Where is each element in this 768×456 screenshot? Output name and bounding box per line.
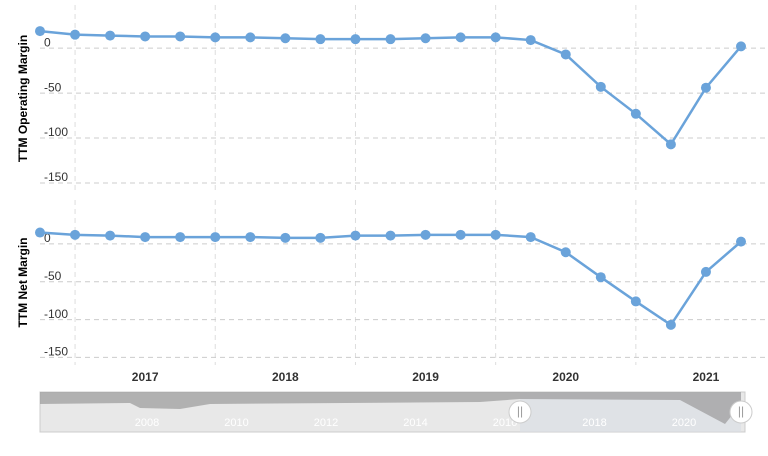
y-tick-label: 0 bbox=[44, 35, 51, 49]
data-point bbox=[315, 34, 326, 45]
x-tick-label: 2017 bbox=[132, 370, 159, 384]
handle-grip: || bbox=[738, 404, 744, 418]
data-point bbox=[140, 31, 151, 42]
data-point bbox=[630, 108, 641, 119]
data-point bbox=[245, 32, 256, 43]
data-point bbox=[35, 26, 45, 37]
data-point bbox=[245, 232, 256, 243]
navigator-label: 2008 bbox=[135, 417, 159, 429]
data-point bbox=[70, 229, 81, 240]
data-point bbox=[280, 33, 291, 44]
x-tick-label: 2021 bbox=[693, 370, 720, 384]
data-point bbox=[665, 139, 676, 150]
y-tick-label: -100 bbox=[44, 307, 68, 321]
data-point bbox=[455, 32, 466, 43]
navigator-labels: 2008 2010 2012 2014 2016 2018 2020 bbox=[135, 417, 696, 429]
data-point bbox=[210, 232, 221, 243]
data-point bbox=[736, 236, 746, 247]
data-point bbox=[280, 232, 291, 243]
y-tick-label: 0 bbox=[44, 231, 51, 245]
data-point bbox=[700, 82, 711, 93]
data-point bbox=[700, 266, 711, 277]
data-point bbox=[210, 32, 221, 43]
y-tick-label: -100 bbox=[44, 125, 68, 139]
data-point bbox=[140, 232, 151, 243]
data-point bbox=[490, 32, 501, 43]
data-point bbox=[105, 30, 116, 41]
data-point bbox=[70, 29, 81, 40]
x-tick-label: 2019 bbox=[412, 370, 439, 384]
data-point bbox=[560, 247, 571, 258]
navigator-label: 2014 bbox=[403, 417, 427, 429]
y-tick-label: -150 bbox=[44, 170, 68, 184]
data-point bbox=[350, 34, 361, 45]
navigator-label: 2016 bbox=[493, 417, 517, 429]
data-point bbox=[490, 229, 501, 240]
data-point bbox=[560, 49, 571, 60]
data-point bbox=[630, 296, 641, 307]
y-tick-label: -150 bbox=[44, 345, 68, 359]
data-point bbox=[350, 230, 361, 241]
data-point bbox=[595, 272, 606, 283]
y-tick-label: -50 bbox=[44, 80, 62, 94]
data-point bbox=[525, 232, 536, 243]
data-point bbox=[665, 319, 676, 330]
data-point bbox=[35, 227, 45, 238]
data-point bbox=[385, 34, 396, 45]
data-point bbox=[455, 229, 466, 240]
x-tick-label: 2020 bbox=[552, 370, 579, 384]
navigator-label: 2020 bbox=[672, 417, 696, 429]
data-point bbox=[315, 232, 326, 243]
navigator-handle[interactable] bbox=[508, 400, 532, 424]
data-point bbox=[420, 33, 431, 44]
data-point bbox=[175, 232, 186, 243]
data-point bbox=[525, 35, 536, 46]
y-axis-label: TTM Operating Margin bbox=[16, 35, 30, 162]
navigator-label: 2012 bbox=[314, 417, 338, 429]
navigator-label: 2018 bbox=[582, 417, 606, 429]
y-tick-label: -50 bbox=[44, 269, 62, 283]
x-tick-label: 2018 bbox=[272, 370, 299, 384]
data-point bbox=[175, 31, 186, 42]
data-point bbox=[420, 229, 431, 240]
handle-grip: || bbox=[517, 404, 523, 418]
navigator-handle[interactable] bbox=[729, 400, 753, 424]
data-point bbox=[595, 81, 606, 92]
data-point bbox=[105, 230, 116, 241]
y-axis-label: TTM Net Margin bbox=[16, 238, 30, 328]
navigator-series bbox=[40, 392, 741, 424]
navigator-label: 2010 bbox=[224, 417, 248, 429]
data-point bbox=[736, 41, 746, 52]
data-point bbox=[385, 230, 396, 241]
